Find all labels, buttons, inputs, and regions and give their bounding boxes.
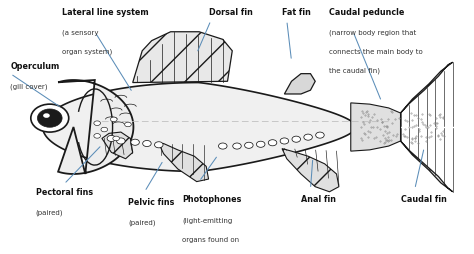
Polygon shape bbox=[401, 62, 453, 113]
Polygon shape bbox=[102, 132, 133, 159]
Polygon shape bbox=[58, 80, 133, 174]
Text: Operculum: Operculum bbox=[10, 62, 60, 71]
Text: Pectoral fins: Pectoral fins bbox=[36, 188, 93, 197]
Text: (a sensory: (a sensory bbox=[62, 29, 98, 36]
Ellipse shape bbox=[155, 142, 163, 148]
Text: the caudal fin): the caudal fin) bbox=[329, 67, 381, 74]
Text: (narrow body region that: (narrow body region that bbox=[329, 29, 417, 36]
Ellipse shape bbox=[292, 136, 301, 142]
Text: Lateral line system: Lateral line system bbox=[62, 8, 148, 17]
Text: (paired): (paired) bbox=[36, 209, 63, 216]
Ellipse shape bbox=[101, 127, 108, 132]
Text: Caudal fin: Caudal fin bbox=[401, 196, 447, 204]
Text: (light-emitting: (light-emitting bbox=[182, 217, 233, 224]
Ellipse shape bbox=[94, 121, 100, 125]
Ellipse shape bbox=[43, 113, 50, 118]
Polygon shape bbox=[351, 103, 401, 151]
Polygon shape bbox=[43, 83, 356, 171]
Polygon shape bbox=[159, 144, 209, 182]
Text: Pelvic fins: Pelvic fins bbox=[128, 198, 174, 207]
Ellipse shape bbox=[117, 138, 125, 144]
Polygon shape bbox=[284, 74, 315, 94]
Ellipse shape bbox=[107, 135, 116, 141]
Ellipse shape bbox=[280, 138, 289, 144]
Ellipse shape bbox=[256, 141, 265, 147]
Ellipse shape bbox=[31, 104, 69, 132]
Ellipse shape bbox=[110, 117, 117, 122]
Text: organ system): organ system) bbox=[62, 48, 112, 55]
Text: Fat fin: Fat fin bbox=[282, 8, 311, 17]
Ellipse shape bbox=[233, 143, 241, 149]
Polygon shape bbox=[133, 32, 232, 83]
Text: Anal fin: Anal fin bbox=[301, 196, 336, 204]
Ellipse shape bbox=[304, 134, 312, 140]
Ellipse shape bbox=[268, 140, 277, 146]
Text: (gill cover): (gill cover) bbox=[10, 84, 48, 90]
Ellipse shape bbox=[143, 140, 151, 147]
Ellipse shape bbox=[125, 122, 131, 127]
Ellipse shape bbox=[94, 134, 100, 138]
Ellipse shape bbox=[219, 143, 227, 149]
Text: organs found on: organs found on bbox=[182, 236, 240, 243]
Ellipse shape bbox=[131, 139, 139, 145]
Text: Caudal peduncle: Caudal peduncle bbox=[329, 8, 405, 17]
Ellipse shape bbox=[245, 142, 253, 148]
Text: (paired): (paired) bbox=[128, 219, 155, 226]
Text: connects the main body to: connects the main body to bbox=[329, 49, 423, 55]
Ellipse shape bbox=[37, 109, 62, 127]
Text: Dorsal fin: Dorsal fin bbox=[209, 8, 253, 17]
Polygon shape bbox=[401, 141, 453, 192]
Text: Photophones: Photophones bbox=[182, 196, 242, 204]
Ellipse shape bbox=[316, 132, 324, 138]
Polygon shape bbox=[282, 149, 339, 192]
Ellipse shape bbox=[113, 136, 119, 141]
